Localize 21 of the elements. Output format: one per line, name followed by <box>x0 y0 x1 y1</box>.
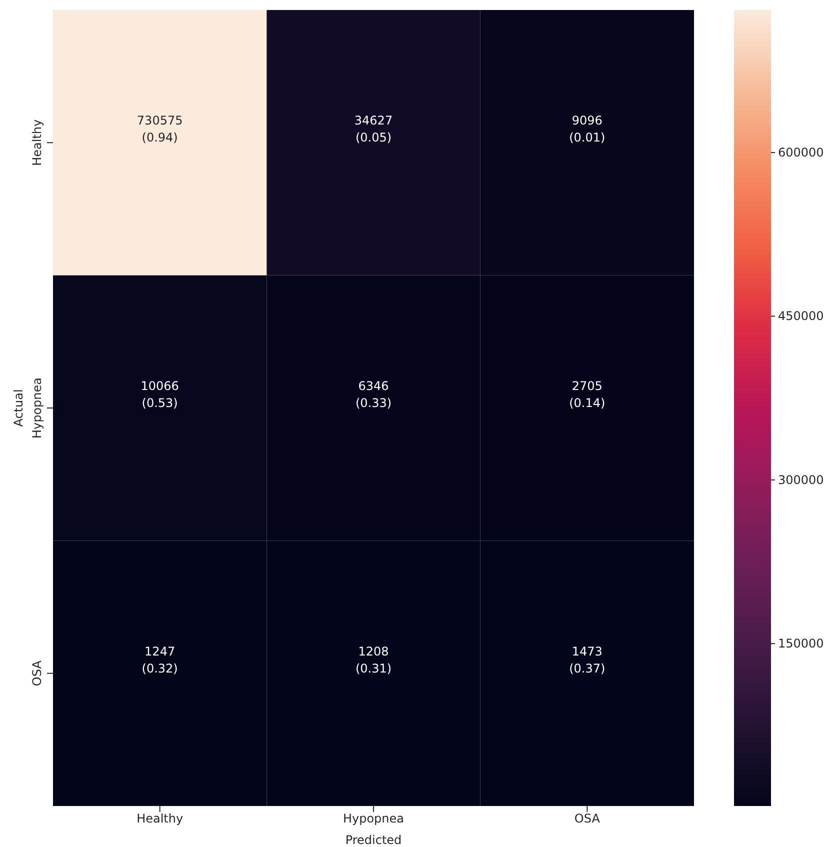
x-tick-label: Hypopnea <box>342 812 404 826</box>
y-tick-label: Healthy <box>30 119 44 166</box>
color-bar-label: 600000 <box>778 146 824 160</box>
y-tick-label: Hypopnea <box>30 377 44 439</box>
y-tick-label: OSA <box>30 660 44 686</box>
color-bar-label: 300000 <box>778 472 824 487</box>
x-axis-title: Predicted <box>345 833 402 847</box>
data-label: 1473 (0.37) <box>569 644 606 676</box>
x-tick-label: Healthy <box>136 812 184 826</box>
color-bar-label: 450000 <box>778 309 824 324</box>
data-label: 1247 (0.32) <box>142 644 178 676</box>
data-label: 9096 (0.01) <box>569 114 606 145</box>
data-label: 10066 (0.53) <box>140 379 179 410</box>
x-tick-label: OSA <box>574 812 601 826</box>
data-label: 6346 (0.33) <box>355 379 392 410</box>
data-label: 2705 (0.14) <box>569 379 606 410</box>
color-bar-label: 150000 <box>778 636 824 651</box>
data-label: 730575 (0.94) <box>136 114 183 145</box>
data-label: 34627 (0.05) <box>354 114 393 145</box>
data-label: 1208 (0.31) <box>355 644 392 676</box>
y-axis-title: Actual <box>11 389 26 427</box>
